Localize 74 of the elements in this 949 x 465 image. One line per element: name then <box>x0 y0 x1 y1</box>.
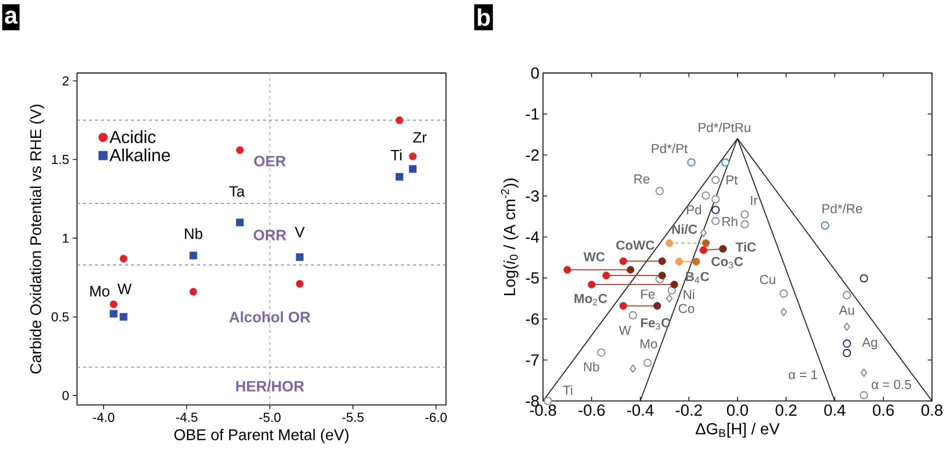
annotation: Ni/C <box>672 224 698 234</box>
x-tick-label: 0.0 <box>727 404 748 416</box>
x-tick-label: 0.6 <box>872 404 894 416</box>
annotation: α = 1 <box>788 370 818 380</box>
x-axis-title: ΔG$_{B}$[H] / eV <box>696 422 780 438</box>
annotation: TiC <box>736 242 756 252</box>
annotation: Alcohol OR <box>229 311 310 322</box>
y-tick-label: -3 <box>526 190 539 202</box>
x-tick-label: -4.0 <box>92 412 114 422</box>
x-tick-label: -0.4 <box>627 404 654 416</box>
legend-label: Alkaline <box>109 148 170 162</box>
y-tick-label: 0.5 <box>52 312 69 322</box>
annotation: ORR <box>254 230 286 240</box>
annotation: Ti <box>390 149 402 160</box>
annotation: Zr <box>413 132 427 143</box>
x-tick-label: -0.2 <box>676 404 702 416</box>
annotation: Nb <box>184 228 202 240</box>
annotation: OER <box>254 156 286 166</box>
x-tick-label: -4.5 <box>176 412 198 422</box>
annotation: Pd*/Re <box>822 204 862 214</box>
y-tick-label: 2 <box>62 76 69 86</box>
annotation: Pd*/Pt <box>652 144 688 154</box>
annotation: Fe <box>641 290 655 299</box>
annotation: W <box>618 326 632 335</box>
annotation: Ta <box>229 186 245 197</box>
annotation: Ir <box>751 196 758 205</box>
annotation: α = 0.5 <box>872 380 912 390</box>
annotation: Mo$_{2}$C <box>574 294 608 306</box>
annotation: Co$_{3}$C <box>712 256 743 268</box>
annotation: HER/HOR <box>236 380 304 392</box>
annotation: Pd <box>687 204 702 214</box>
annotation: Cu <box>760 274 776 284</box>
y-tick-label: -1 <box>526 108 539 120</box>
x-tick-label: 0.2 <box>776 404 796 416</box>
y-tick-label: 0 <box>531 67 539 79</box>
annotation: Nb <box>584 362 600 372</box>
x-tick-label: -5.0 <box>259 412 281 422</box>
annotation: Ag <box>862 338 878 350</box>
x-tick-label: -0.8 <box>530 404 556 416</box>
y-tick-label: -4 <box>526 231 539 242</box>
annotation: B$_{4}$C <box>686 272 710 284</box>
y-tick-label: -7 <box>526 354 539 366</box>
annotation: Pd*/PtRu <box>698 122 750 132</box>
y-tick-label: -8 <box>526 395 539 407</box>
x-tick-label: 0.8 <box>921 404 942 416</box>
annotation: Pt <box>726 175 738 185</box>
y-tick-label: 1 <box>62 234 69 243</box>
y-tick-label: 0 <box>62 390 69 400</box>
y-tick-label: -5 <box>526 272 539 284</box>
annotation: Rh <box>722 216 738 226</box>
annotation: Co <box>678 304 694 314</box>
y-axis-title: Carbide Oxidation Potential vs RHE (V) <box>30 104 44 374</box>
annotation: Mo <box>90 286 110 297</box>
x-tick-label: 0.4 <box>824 404 846 416</box>
y-axis-title: Log(i$_{0}$ / (A cm$^{-2}$)) <box>500 178 518 296</box>
annotation: WC <box>584 252 605 262</box>
annotation: Re <box>634 174 650 184</box>
y-tick-label: 1.5 <box>52 155 69 164</box>
annotation: Ni <box>684 290 694 299</box>
annotation: CoWC <box>616 240 654 250</box>
annotation: Mo <box>640 339 658 348</box>
x-tick-label: -0.6 <box>578 404 605 416</box>
x-tick-label: -6.0 <box>425 412 447 422</box>
y-tick-label: -6 <box>526 313 539 325</box>
annotation: Au <box>838 306 854 315</box>
annotation: W <box>118 284 132 294</box>
x-tick-label: -5.5 <box>342 412 364 422</box>
annotation: Ti <box>562 385 572 395</box>
x-axis-title: OBE of Parent Metal (eV) <box>174 428 348 444</box>
legend-label: Acidic <box>109 130 156 144</box>
text: a <box>4 10 18 24</box>
text: b <box>478 8 490 26</box>
annotation: V <box>294 226 305 238</box>
y-tick-label: -2 <box>526 149 539 161</box>
